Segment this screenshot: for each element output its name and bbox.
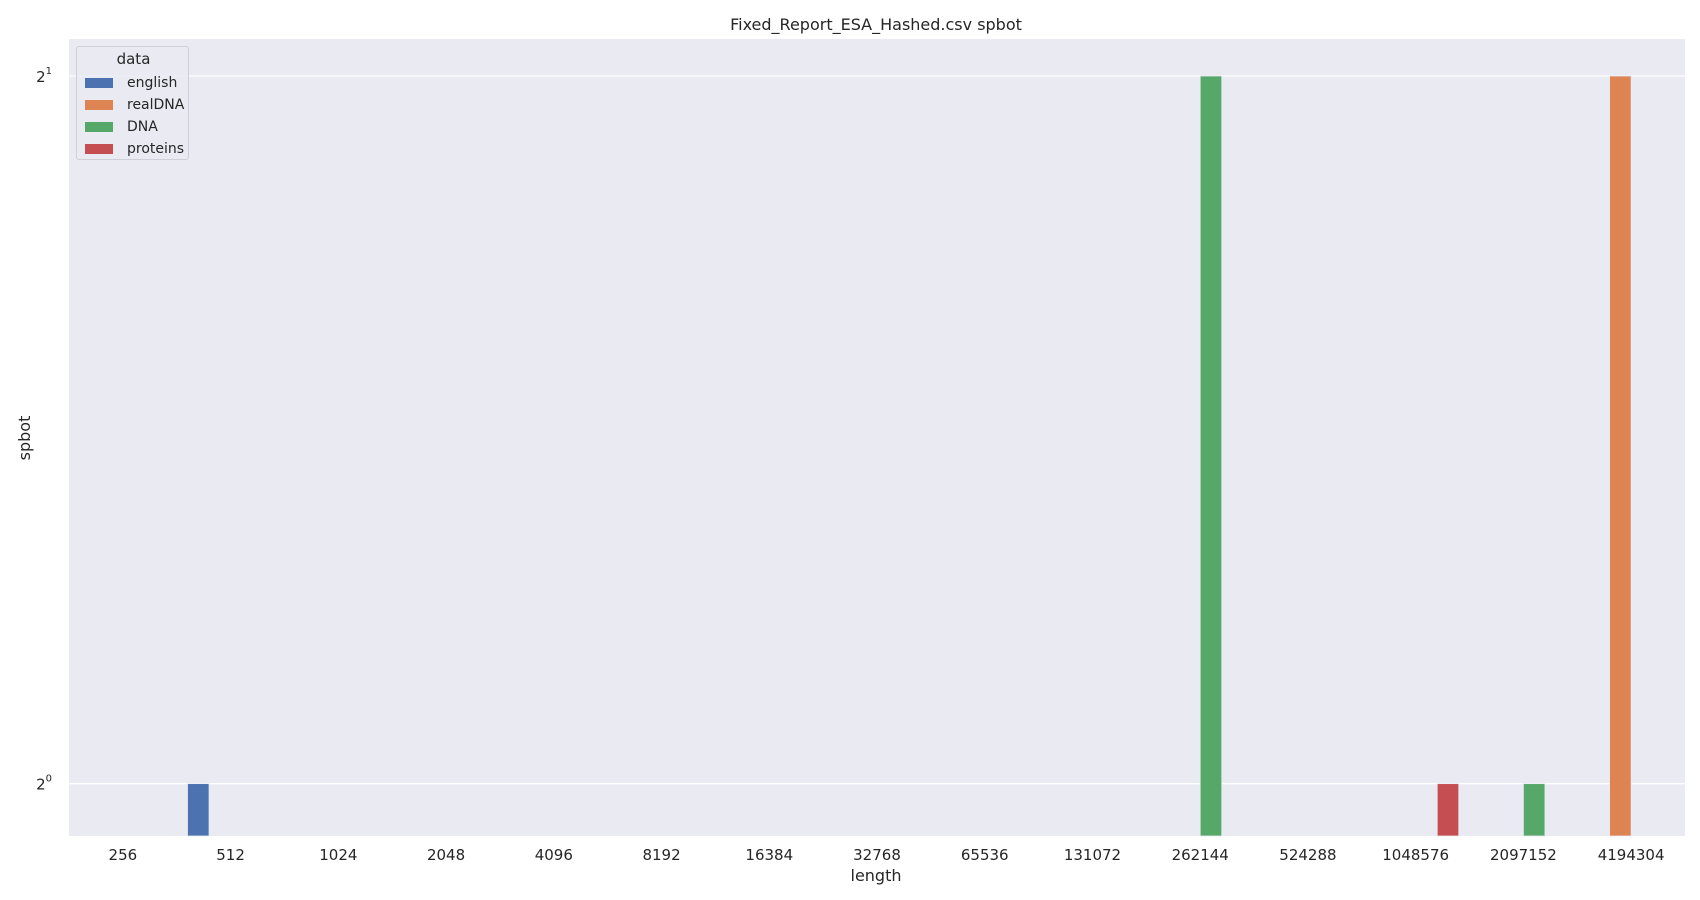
legend-label: realDNA: [127, 97, 185, 113]
legend: data english realDNA DNA proteins: [76, 46, 189, 160]
x-tick-label: 16384: [745, 846, 793, 864]
x-tick-label: 1048576: [1382, 846, 1449, 864]
x-tick-label: 524288: [1279, 846, 1336, 864]
legend-label: DNA: [127, 119, 158, 135]
legend-swatch: [85, 100, 113, 110]
y-tick-label: 21: [36, 66, 52, 86]
x-tick-label: 65536: [961, 846, 1009, 864]
x-tick-label: 256: [109, 846, 138, 864]
bars: [187, 75, 1632, 837]
x-axis-title: length: [851, 866, 902, 885]
plot-area: [69, 39, 1685, 836]
legend-swatch: [85, 144, 113, 154]
x-tick-label: 262144: [1172, 846, 1229, 864]
bar-DNA: [1523, 783, 1546, 837]
x-tick-label: 512: [216, 846, 245, 864]
legend-label: proteins: [127, 141, 185, 157]
y-tick-label: 20: [36, 774, 52, 794]
legend-label: english: [127, 75, 178, 91]
legend-item-proteins: proteins: [85, 139, 184, 159]
bar-realDNA: [1609, 75, 1632, 837]
x-tick-label: 32768: [853, 846, 901, 864]
legend-swatch: [85, 78, 113, 88]
x-ticks: 256 512 1024 2048 4096 8192 16384 32768 65536 131…: [109, 846, 1665, 864]
grid-lines: [69, 75, 1685, 785]
bar-proteins: [1436, 783, 1460, 837]
chart-title: Fixed_Report_ESA_Hashed.csv spbot: [730, 15, 1022, 35]
x-tick-label: 2048: [427, 846, 465, 864]
y-axis-title: spbot: [15, 416, 34, 461]
bar-english: [187, 783, 210, 837]
legend-swatch: [85, 122, 113, 132]
x-tick-label: 131072: [1064, 846, 1121, 864]
bar-DNA: [1199, 75, 1223, 837]
legend-title: data: [116, 50, 151, 68]
legend-item-english: english: [85, 73, 177, 93]
legend-item-DNA: DNA: [85, 117, 158, 137]
x-tick-label: 4194304: [1598, 846, 1665, 864]
x-tick-label: 1024: [319, 846, 357, 864]
x-tick-label: 4096: [535, 846, 573, 864]
x-tick-label: 8192: [642, 846, 680, 864]
x-tick-label: 2097152: [1490, 846, 1557, 864]
legend-item-realDNA: realDNA: [85, 95, 184, 115]
